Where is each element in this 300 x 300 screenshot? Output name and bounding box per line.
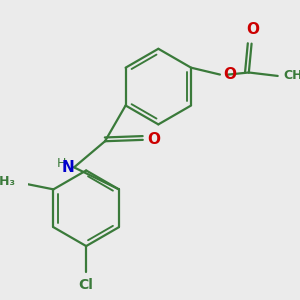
Text: CH₃: CH₃	[283, 69, 300, 82]
Text: O: O	[148, 132, 160, 147]
Text: CH₃: CH₃	[0, 175, 15, 188]
Text: H: H	[56, 158, 66, 170]
Text: Cl: Cl	[79, 278, 94, 292]
Text: O: O	[224, 67, 236, 82]
Text: O: O	[247, 22, 260, 38]
Text: N: N	[61, 160, 74, 175]
